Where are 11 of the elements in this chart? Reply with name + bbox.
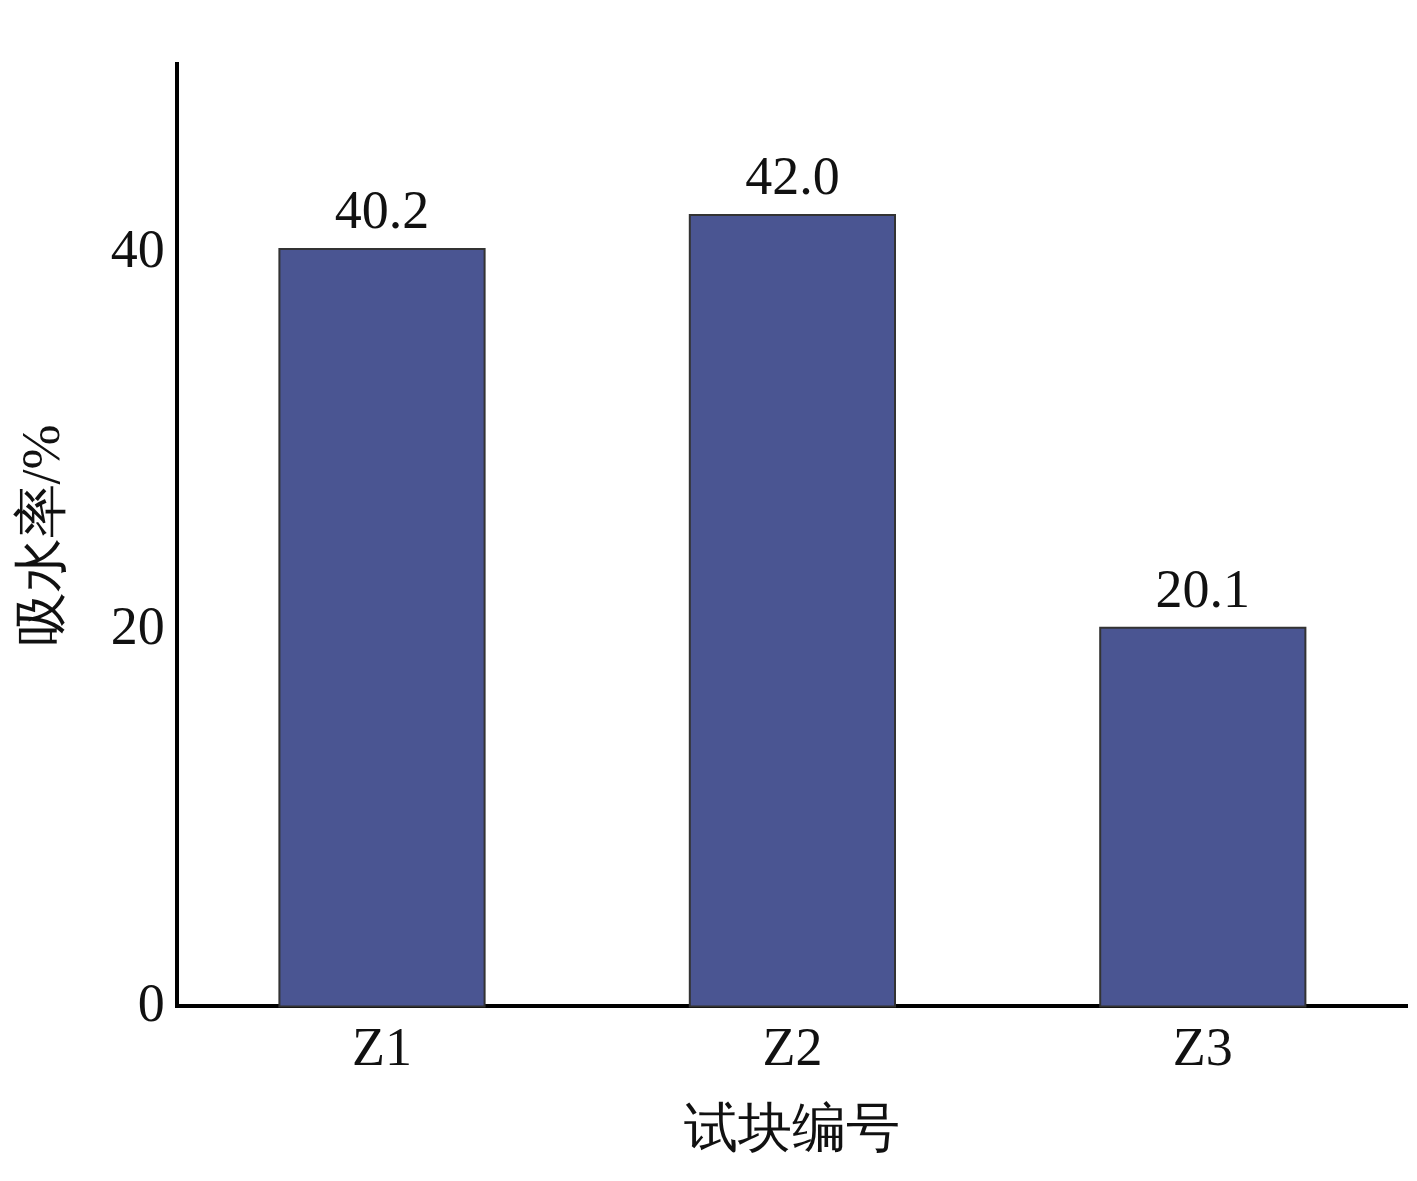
y-tick-label: 20 — [110, 595, 165, 656]
x-tick-label: Z3 — [1172, 1016, 1233, 1077]
y-tick-label: 40 — [110, 218, 165, 279]
data-label: 40.2 — [334, 180, 430, 241]
data-label: 20.1 — [1155, 558, 1251, 619]
data-label: 42.0 — [745, 146, 840, 207]
x-tick-label: Z1 — [352, 1016, 412, 1077]
y-tick-label: 0 — [137, 972, 165, 1033]
y-axis-title: 吸水率/% — [10, 424, 71, 647]
x-axis-title: 试块编号 — [684, 1097, 901, 1158]
x-tick-label: Z2 — [762, 1016, 823, 1077]
